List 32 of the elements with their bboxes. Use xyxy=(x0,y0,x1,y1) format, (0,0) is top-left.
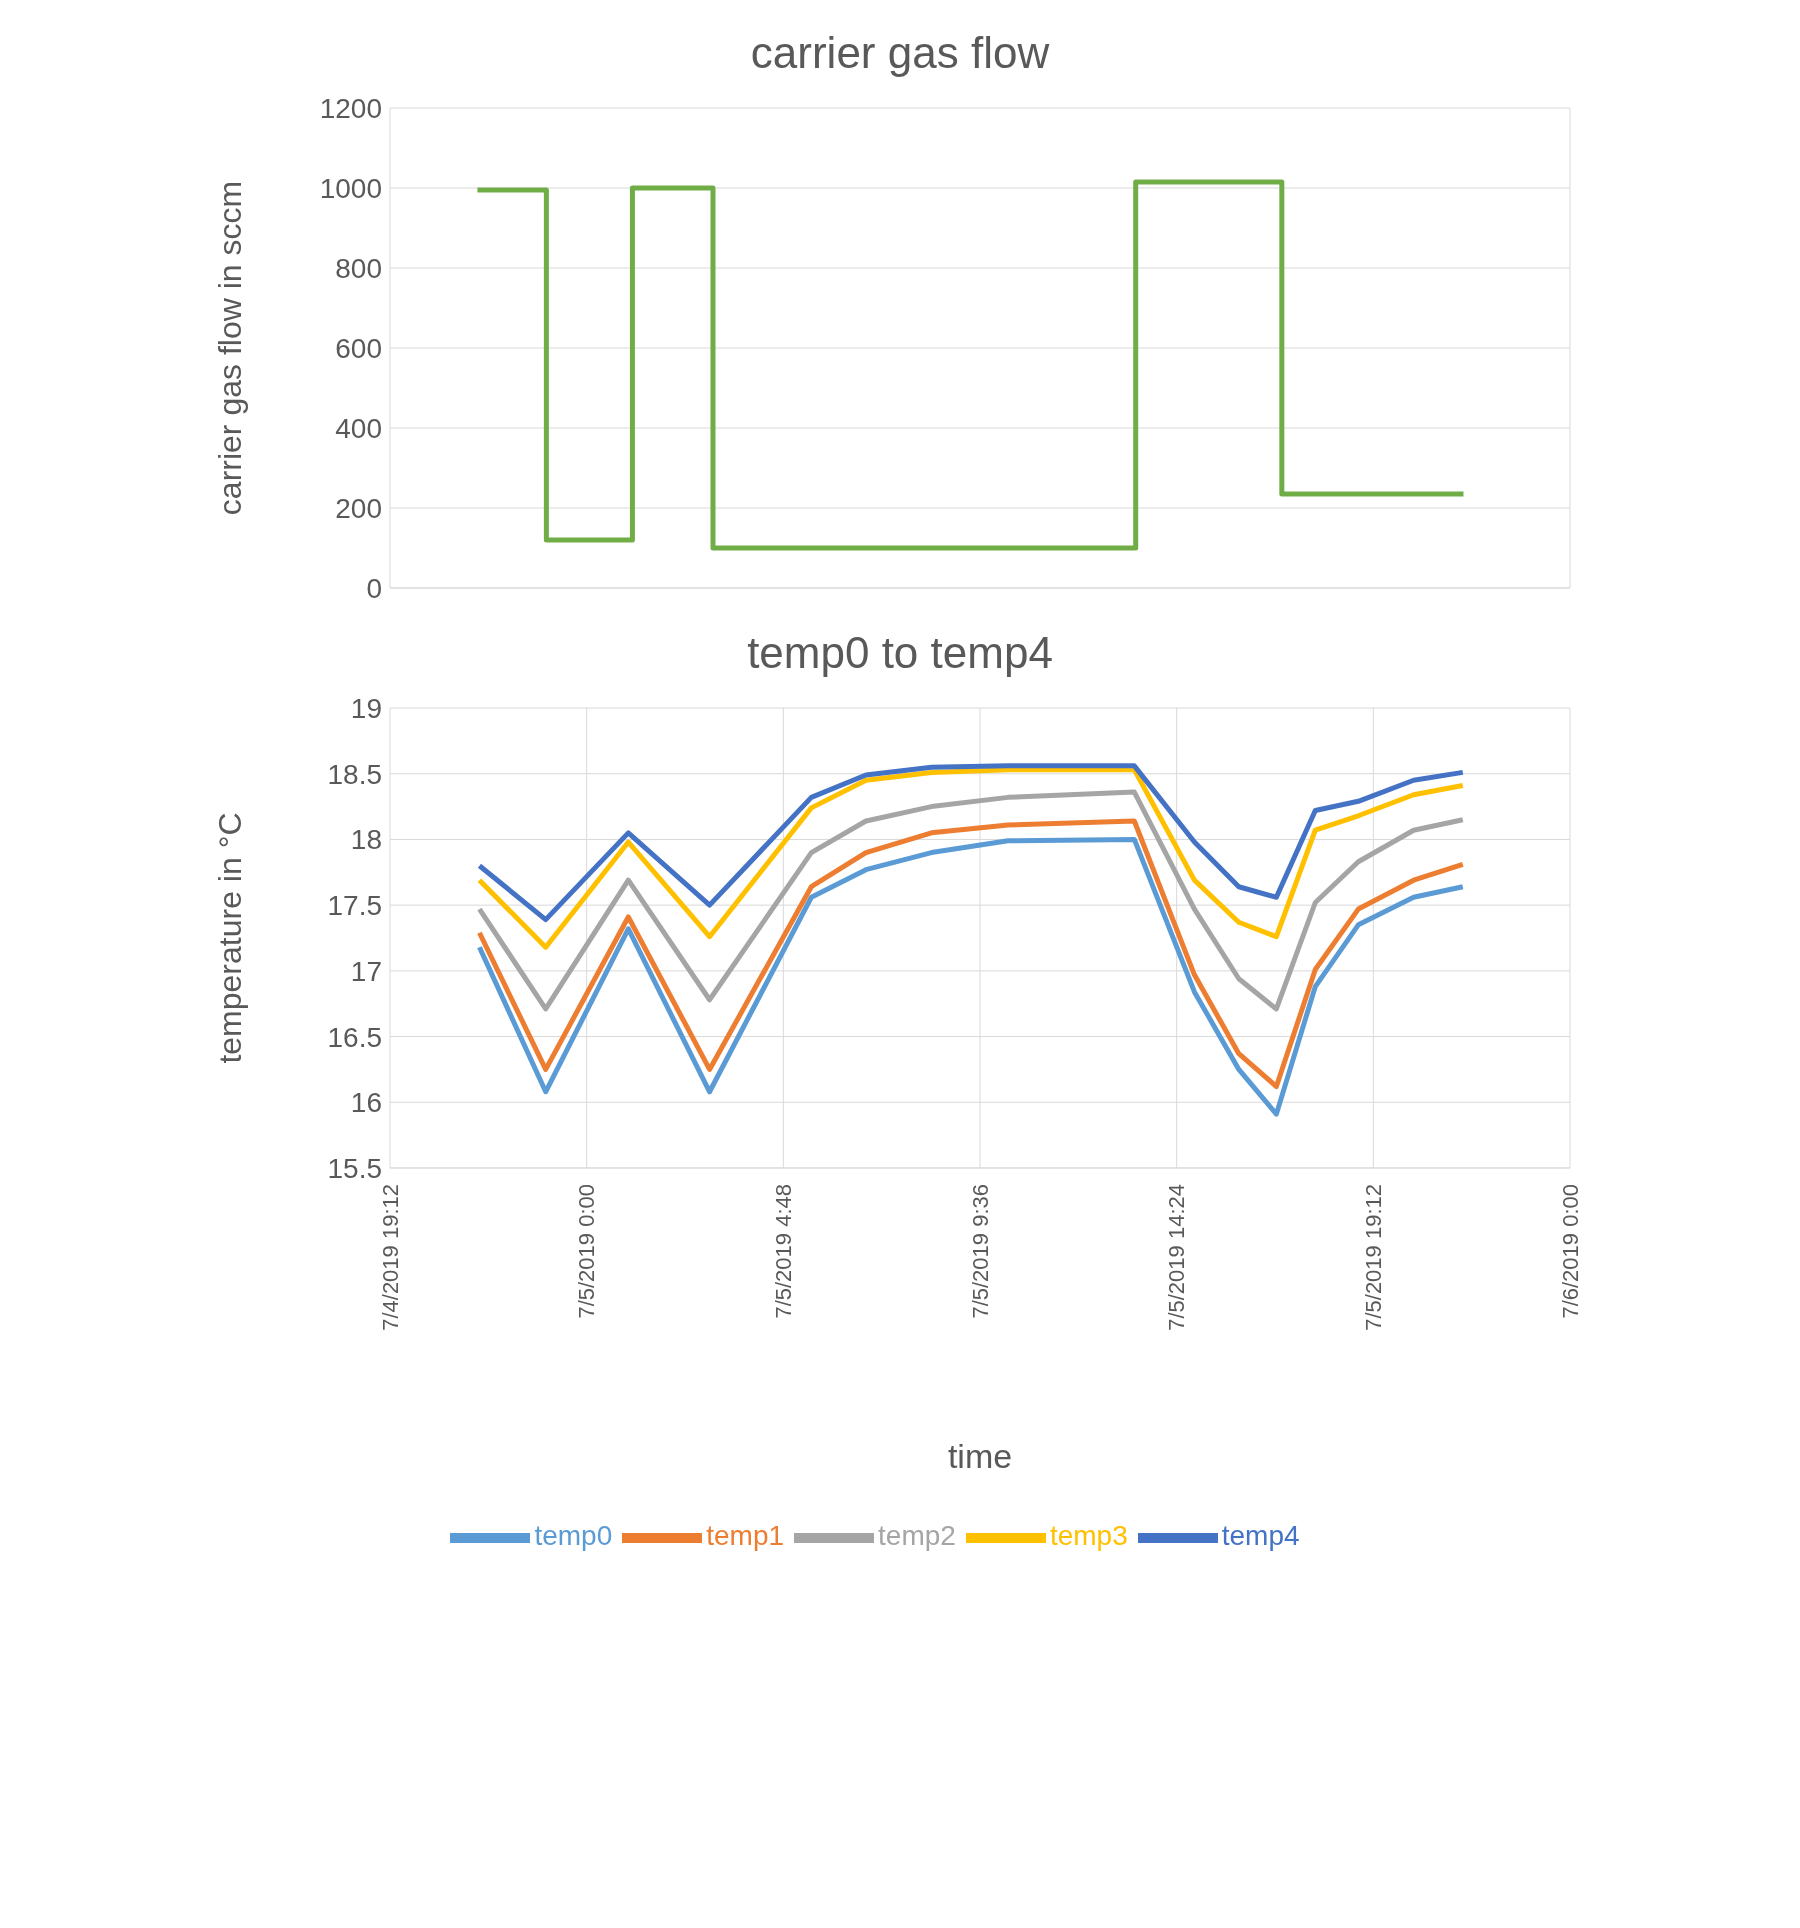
legend-label: temp4 xyxy=(1221,1520,1300,1552)
legend-label: temp2 xyxy=(878,1520,956,1552)
legend-label: temp1 xyxy=(706,1520,785,1552)
y-tick-label: 17 xyxy=(350,955,382,987)
y-axis-title: carrier gas flow in sccm xyxy=(212,180,249,516)
y-tick-label: 17.5 xyxy=(327,890,382,922)
y-tick-label: 1000 xyxy=(319,172,382,204)
y-tick-label: 200 xyxy=(335,492,382,524)
x-axis-title: time xyxy=(947,1437,1013,1475)
y-tick-label: 600 xyxy=(335,332,382,364)
y-tick-label: 18.5 xyxy=(327,758,382,790)
legend-label: temp0 xyxy=(534,1520,613,1552)
y-tick-label: 18 xyxy=(350,824,382,856)
x-tick-label: 7/5/2019 14:24 xyxy=(1164,1184,1190,1331)
y-tick-label: 15.5 xyxy=(327,1152,382,1184)
x-tick-label: 7/5/2019 0:00 xyxy=(574,1184,600,1319)
y-tick-label: 1200 xyxy=(319,92,382,124)
y-tick-label: 16.5 xyxy=(327,1021,382,1053)
legend-label: temp3 xyxy=(1049,1520,1128,1552)
x-tick-label: 7/5/2019 9:36 xyxy=(967,1184,993,1319)
x-tick-label: 7/4/2019 19:12 xyxy=(377,1184,403,1331)
chart-title: carrier gas flow xyxy=(749,27,1051,79)
y-tick-label: 0 xyxy=(366,572,382,604)
y-tick-label: 16 xyxy=(350,1087,382,1119)
y-tick-label: 400 xyxy=(335,412,382,444)
chart-title: temp0 to temp4 xyxy=(746,627,1054,679)
y-axis-title: temperature in °C xyxy=(212,812,249,1064)
x-tick-label: 7/5/2019 19:12 xyxy=(1360,1184,1386,1331)
x-tick-label: 7/5/2019 4:48 xyxy=(770,1184,796,1319)
y-tick-label: 800 xyxy=(335,252,382,284)
x-tick-label: 7/6/2019 0:00 xyxy=(1557,1184,1583,1319)
y-tick-label: 19 xyxy=(350,692,382,724)
